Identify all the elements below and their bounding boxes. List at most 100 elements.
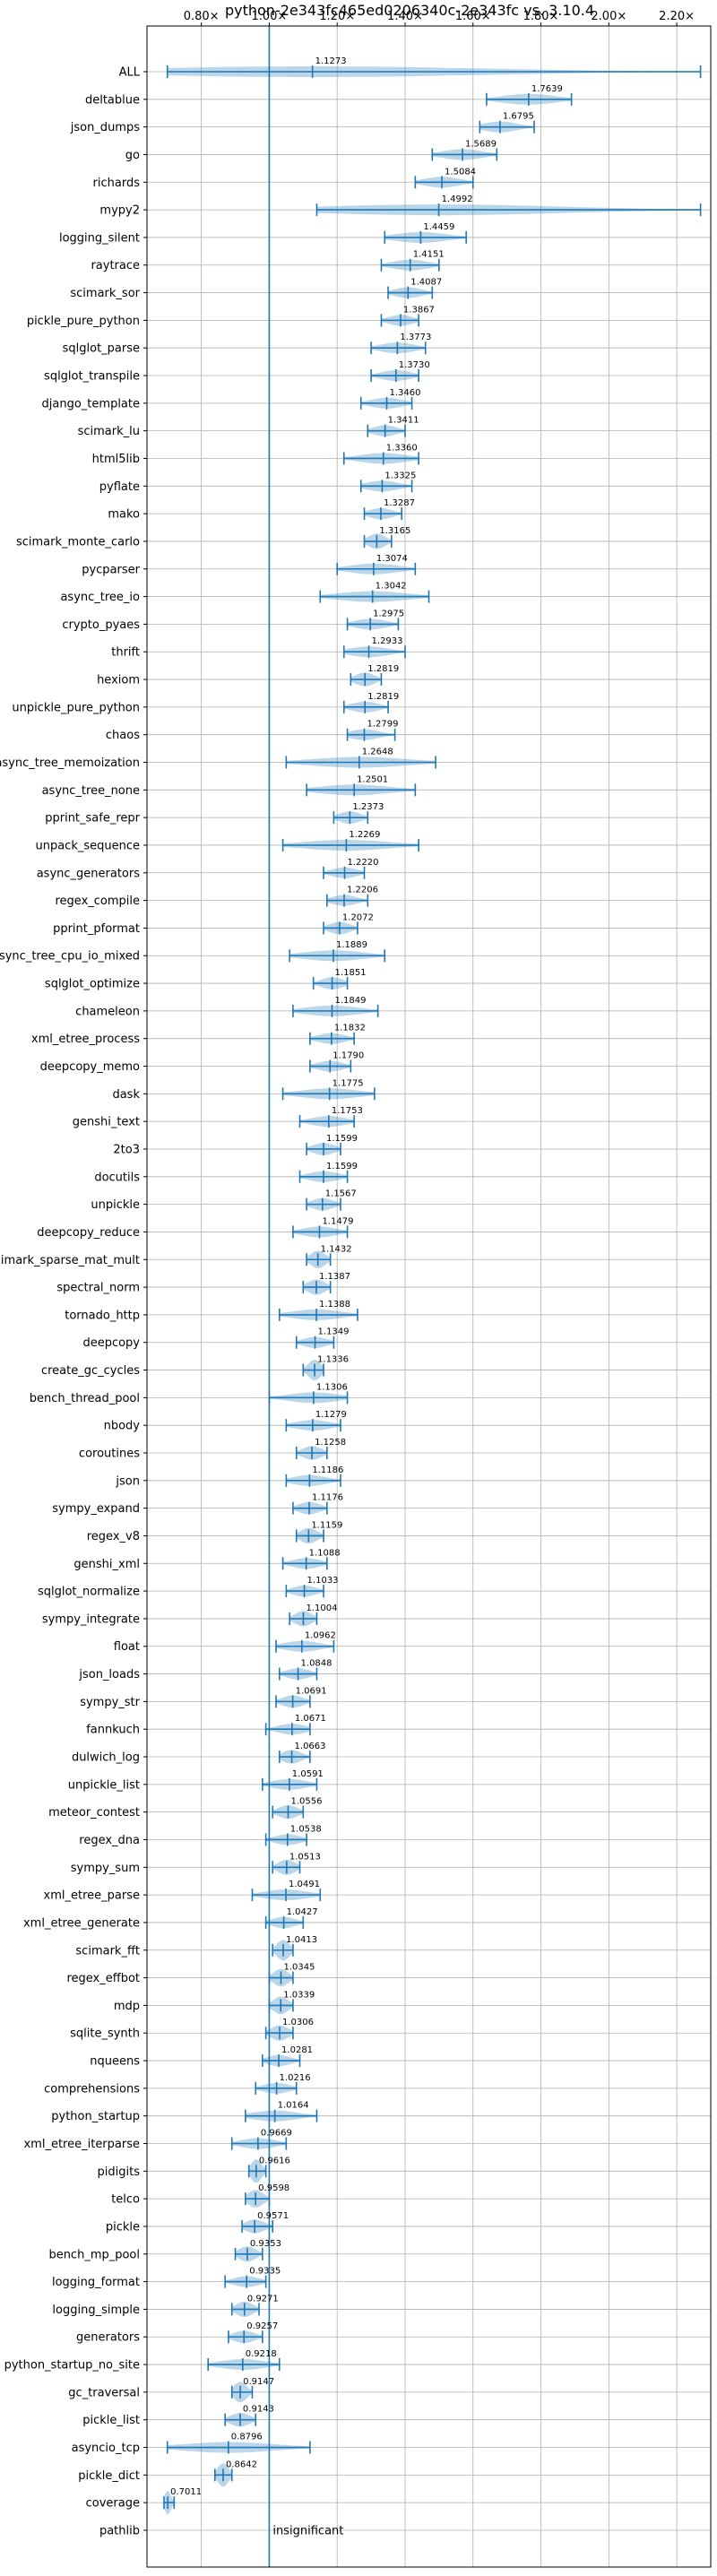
value-label: 1.0427 [287,1907,318,1917]
category-label: xml_etree_iterparse [23,2138,140,2151]
category-label: async_generators [37,867,141,880]
category-label: deltablue [85,93,140,107]
category-label: xml_etree_generate [23,1916,140,1930]
value-label: 1.1336 [317,1355,349,1365]
value-label: 1.3287 [384,498,415,508]
category-label: async_tree_cpu_io_mixed [0,950,140,964]
value-label: 1.0491 [289,1880,320,1889]
category-label: deepcopy_reduce [37,1226,140,1240]
value-label: 1.1088 [309,1548,341,1558]
value-label: 1.1033 [307,1576,339,1586]
value-label: 1.4151 [413,250,445,260]
value-label: 1.0164 [278,2101,309,2111]
x-tick-label: 1.80× [523,10,559,23]
category-label: ALL [119,66,141,80]
value-label: 0.9598 [258,2183,289,2193]
value-label: 0.9257 [246,2321,278,2331]
category-label: logging_simple [52,2304,140,2317]
value-label: 1.1851 [335,968,367,978]
value-label: 1.1388 [319,1300,350,1310]
category-label: html5lib [92,453,140,466]
category-label: float [114,1640,140,1654]
category-label: pickle [106,2220,140,2234]
value-label: 0.8642 [226,2459,257,2469]
chart-title: python-2e343fc465ed0206340c-2e343fc vs. … [225,2,594,19]
value-label: 1.2933 [372,636,403,646]
value-label: 1.2799 [367,720,398,730]
category-label: mdp [114,2000,140,2013]
value-label: 1.0413 [286,1935,317,1945]
value-label: 0.9143 [243,2405,274,2415]
category-label: fannkuch [86,1724,140,1737]
category-label: sqlglot_parse [63,342,140,356]
value-label: 1.0556 [290,1797,322,1807]
value-label: 1.0281 [281,2045,313,2055]
category-label: sympy_str [80,1696,140,1709]
label-layer: 0.80× 1.00× 1.20× 1.40× 1.60× 1.80× 2.00× 2.20×… [0,10,695,2537]
value-label: 0.9335 [249,2267,281,2277]
value-label: 0.9669 [261,2129,292,2139]
category-label: pathlib [99,2524,140,2537]
value-label: 1.1889 [336,940,367,950]
value-label: 1.3460 [390,388,421,398]
category-label: scimark_sor [70,287,140,300]
value-label: 1.3165 [379,526,410,536]
value-label: 1.3360 [386,443,418,453]
category-label: comprehensions [44,2082,140,2096]
category-label: regex_dna [79,1834,140,1847]
value-label: 0.9571 [257,2211,289,2221]
category-label: async_tree_io [60,591,140,604]
value-label: 1.1599 [326,1134,358,1144]
value-label: 1.1186 [312,1465,343,1475]
category-label: sympy_sum [71,1862,140,1875]
value-label: 0.7011 [170,2487,202,2497]
category-label: python_startup [51,2110,140,2123]
value-label: 1.6795 [503,112,534,122]
category-label: telco [111,2193,140,2207]
category-label: create_gc_cycles [41,1364,140,1378]
category-label: async_tree_none [42,784,140,798]
category-label: unpickle [91,1198,140,1212]
category-label: sqlglot_optimize [45,978,140,991]
value-label: 1.1258 [315,1438,346,1448]
value-label: 1.2220 [348,858,379,868]
value-label: 1.1790 [333,1051,364,1061]
value-label: 0.9616 [259,2156,290,2165]
value-label: 1.5689 [465,139,497,149]
category-label: meteor_contest [48,1806,140,1820]
axes-frame [146,25,712,2568]
value-label: 1.0306 [282,2018,314,2027]
category-label: pickle_pure_python [27,315,140,328]
value-label: 1.2648 [362,748,393,757]
category-label: coroutines [79,1448,140,1461]
value-label: 1.0339 [283,1990,315,2000]
category-label: regex_effbot [66,1972,140,1985]
category-label: dulwich_log [72,1751,140,1765]
grid-layer [143,22,711,2567]
category-label: tornado_http [65,1309,140,1322]
category-label: mako [108,508,140,522]
value-label: 1.2975 [373,609,404,618]
category-label: richards [93,177,141,190]
category-label: sqlglot_transpile [44,370,140,384]
value-label: 0.8796 [231,2433,263,2442]
value-label: 1.1159 [311,1520,342,1530]
category-label: 2to3 [113,1143,140,1156]
category-label: logging_silent [59,231,140,245]
x-tick-label: 1.00× [251,10,287,23]
x-tick-label: 2.00× [591,10,626,23]
category-label: pickle_dict [78,2469,140,2483]
value-label: 1.2206 [347,886,378,895]
category-label: async_tree_memoization [0,756,140,770]
category-label: scimark_lu [78,425,140,438]
value-label: 1.1004 [306,1604,337,1613]
category-label: generators [76,2331,140,2345]
category-label: sympy_integrate [42,1612,140,1626]
category-label: django_template [42,397,140,411]
value-label: 0.9353 [250,2239,281,2249]
value-label: 1.1567 [325,1189,357,1199]
category-label: docutils [94,1171,140,1184]
value-label: 1.0216 [280,2073,311,2083]
category-label: coverage [86,2497,140,2511]
